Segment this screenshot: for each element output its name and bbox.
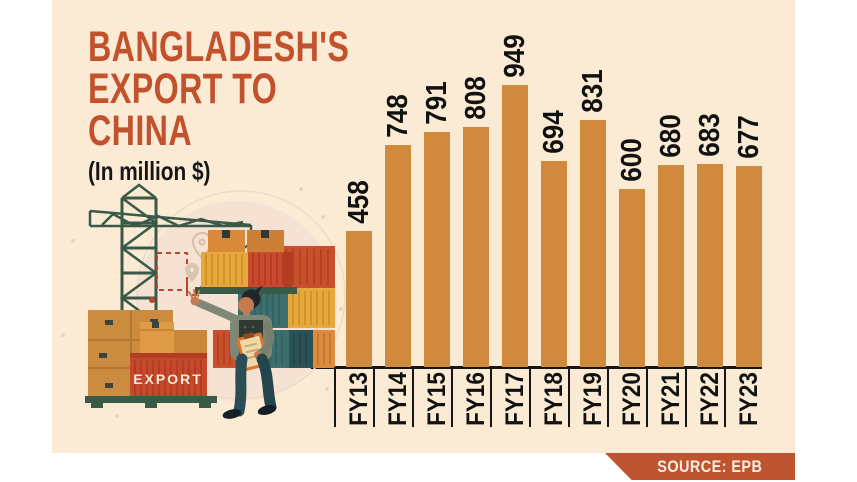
bar-FY18 [541, 161, 567, 367]
x-axis-label-FY18: FY18 [540, 372, 568, 426]
x-axis-label-FY14: FY14 [384, 372, 412, 426]
x-axis-tick [373, 367, 375, 427]
export-container: EXPORT [130, 353, 207, 398]
chart-unit-subtitle: (In million $) [88, 156, 211, 186]
bar-FY15 [424, 132, 450, 367]
bar-FY22 [697, 164, 723, 367]
source-badge: SOURCE: EPB [605, 453, 795, 480]
bar-FY20 [619, 189, 645, 367]
source-label: SOURCE: EPB [657, 456, 763, 476]
hanging-cargo-icon [195, 230, 297, 294]
x-axis-tick [607, 367, 609, 427]
x-axis-label-FY17: FY17 [501, 372, 529, 426]
export-container-label: EXPORT [133, 371, 203, 387]
bar-value-label-FY22: 683 [694, 113, 726, 157]
bar-value-label-FY19: 831 [577, 69, 609, 113]
x-axis-tick [412, 367, 414, 427]
bar-FY19 [580, 120, 606, 367]
bar-value-label-FY16: 808 [460, 76, 492, 120]
x-axis-line [88, 366, 762, 369]
x-axis-label-FY22: FY22 [696, 372, 724, 426]
page-title-line-3: CHINA [88, 107, 193, 155]
pallet [85, 396, 217, 408]
bar-value-label-FY20: 600 [616, 138, 648, 182]
x-axis-tick [568, 367, 570, 427]
bar-FY13 [346, 231, 372, 367]
bar-FY14 [385, 145, 411, 367]
bar-value-label-FY23: 677 [733, 115, 765, 159]
x-axis-label-FY15: FY15 [423, 372, 451, 426]
x-axis-label-FY21: FY21 [657, 372, 685, 426]
x-axis-tick [334, 367, 336, 427]
worker-icon [188, 285, 277, 419]
bar-value-label-FY18: 694 [538, 110, 570, 154]
page-title-line-2: EXPORT TO [88, 65, 278, 113]
bar-FY23 [736, 166, 762, 367]
x-axis-label-FY20: FY20 [618, 372, 646, 426]
bar-FY17 [502, 85, 528, 367]
page-title-line-1: BANGLADESH'S [88, 23, 350, 71]
x-axis-tick [685, 367, 687, 427]
bar-value-label-FY17: 949 [499, 34, 531, 78]
bar-FY21 [658, 165, 684, 367]
x-axis-label-FY13: FY13 [345, 372, 373, 426]
bar-FY16 [463, 127, 489, 367]
x-axis-label-FY19: FY19 [579, 372, 607, 426]
x-axis-label-FY16: FY16 [462, 372, 490, 426]
bar-value-label-FY21: 680 [655, 114, 687, 158]
x-axis-label-FY23: FY23 [735, 372, 763, 426]
x-axis-tick [646, 367, 648, 427]
title-block: BANGLADESH'S EXPORT TO CHINA (In million… [88, 26, 436, 187]
x-axis-tick [724, 367, 726, 427]
x-axis-tick [451, 367, 453, 427]
x-axis-tick [529, 367, 531, 427]
x-axis-tick [490, 367, 492, 427]
export-illustration: EXPORT [61, 183, 346, 419]
